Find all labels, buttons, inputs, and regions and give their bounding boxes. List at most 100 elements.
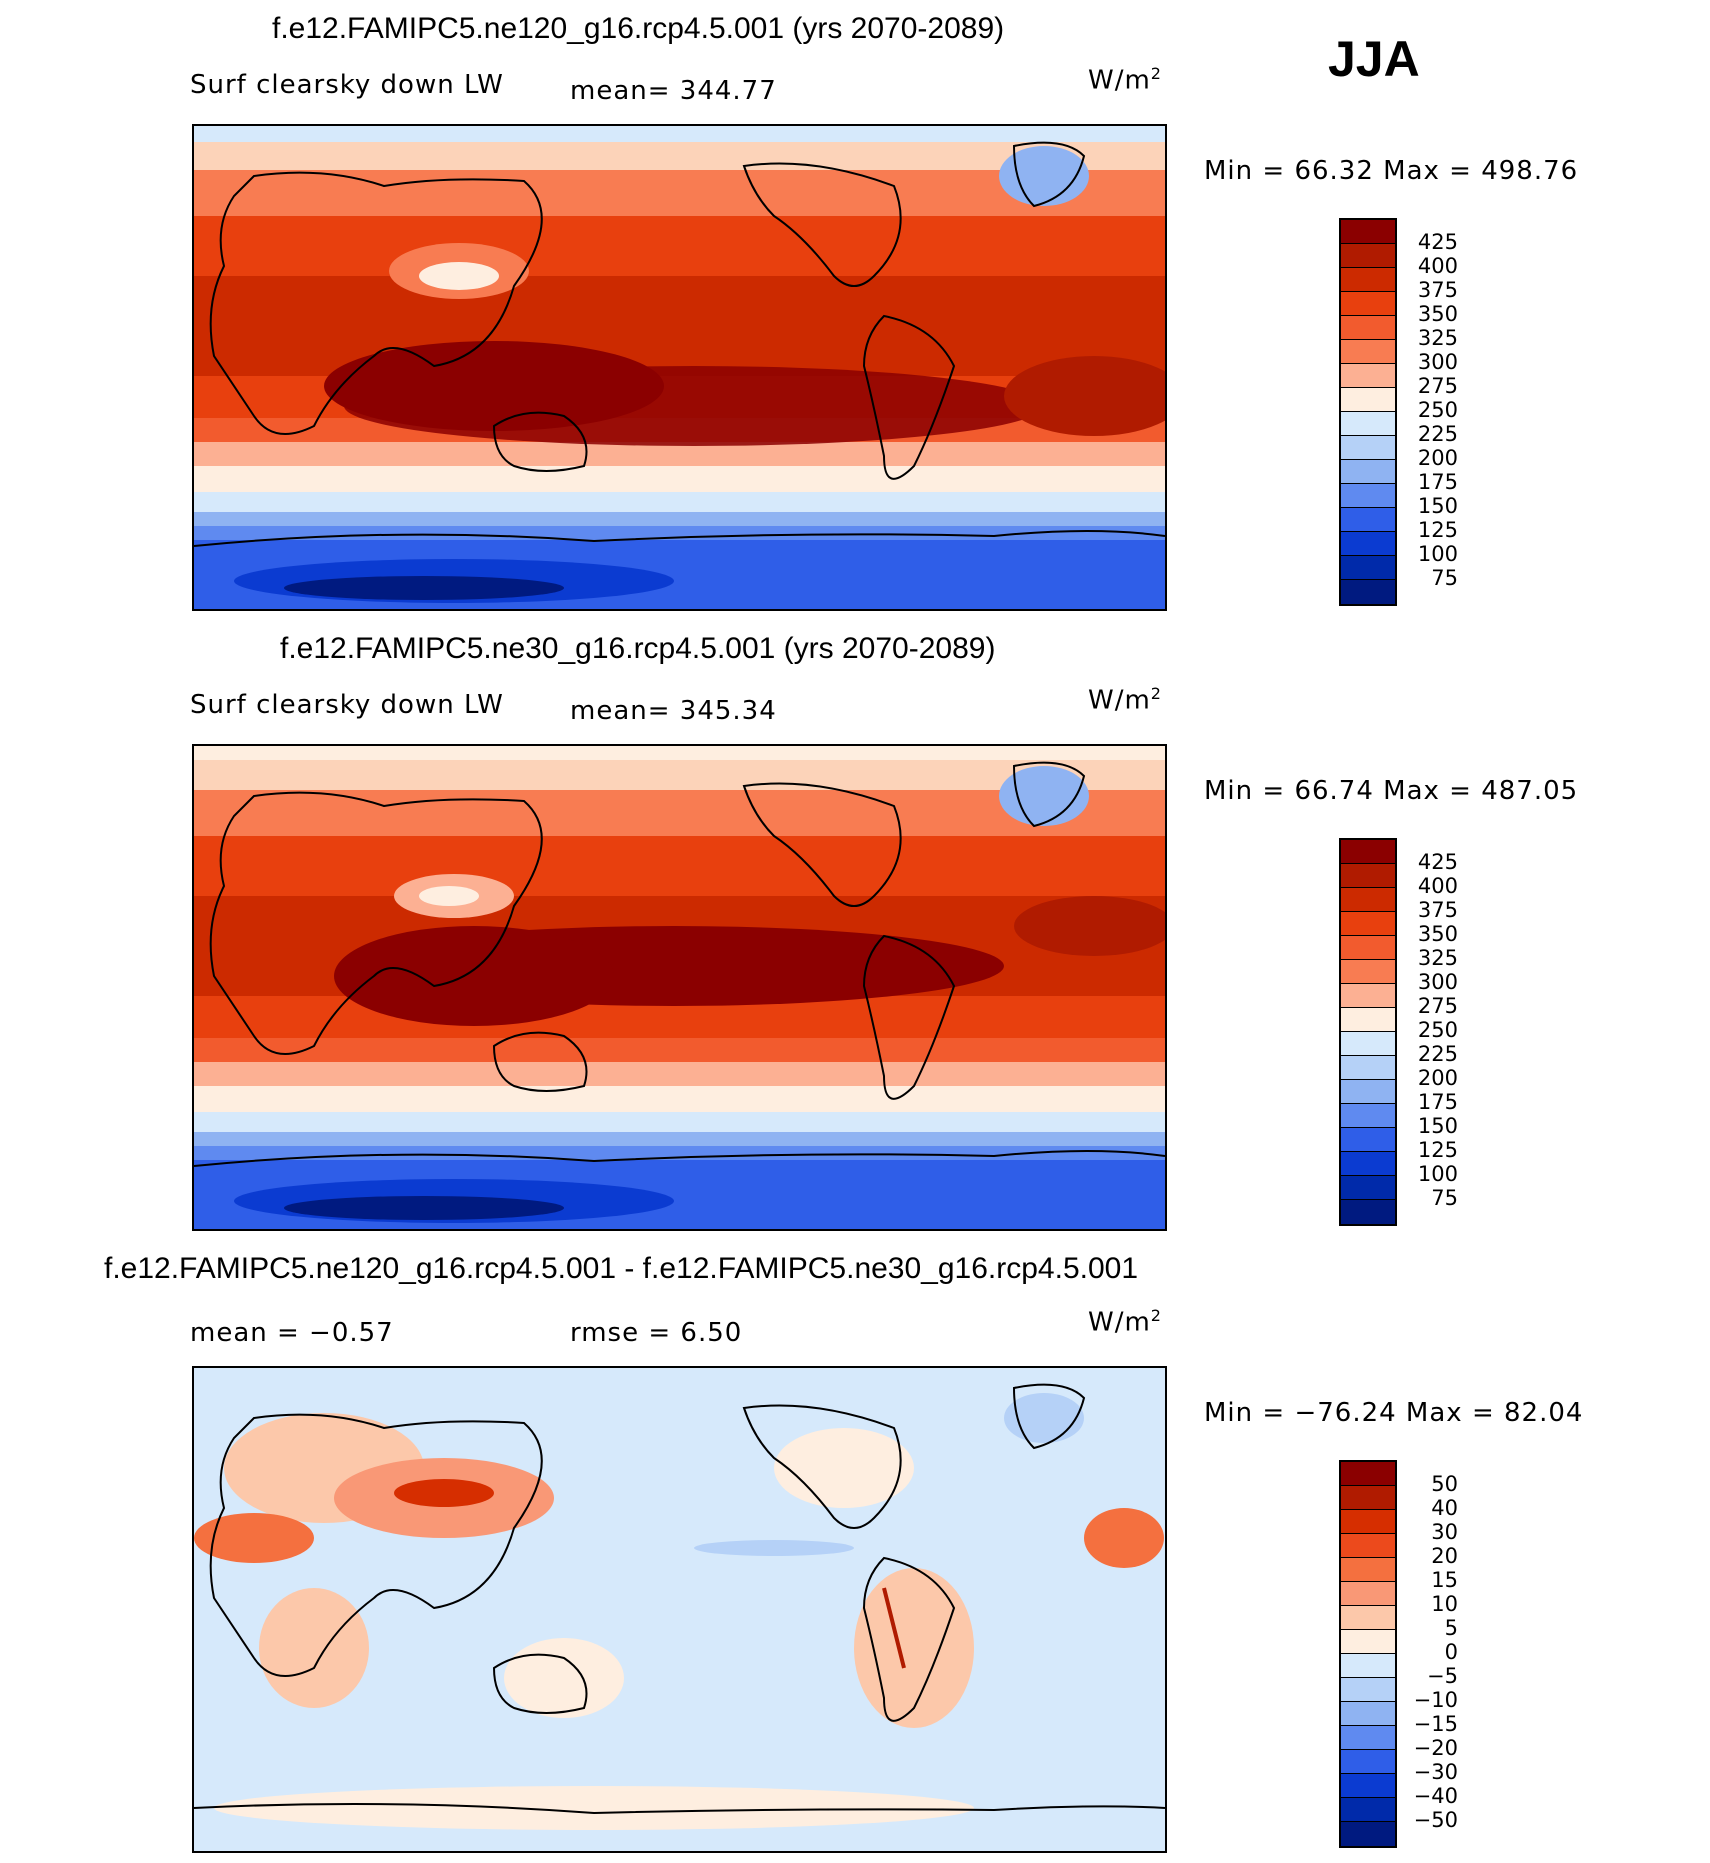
colorbar-tick-label: −30 (1413, 1760, 1458, 1784)
colorbar-swatch (1341, 412, 1395, 436)
colorbar-swatch (1341, 1510, 1395, 1534)
colorbar-swatch (1341, 508, 1395, 532)
colorbar-tick-label: 40 (1431, 1496, 1458, 1520)
colorbar-tick-label: 20 (1431, 1544, 1458, 1568)
panel1-variable: Surf clearsky down LW (190, 70, 504, 100)
colorbar-swatch (1341, 268, 1395, 292)
colorbar-swatch (1341, 580, 1395, 604)
colorbar-tick-label: 75 (1431, 1186, 1458, 1210)
colorbar-swatch (1341, 1032, 1395, 1056)
colorbar-swatch (1341, 1702, 1395, 1726)
colorbar-swatch (1341, 364, 1395, 388)
colorbar-swatch (1341, 1486, 1395, 1510)
colorbar-swatch (1341, 1558, 1395, 1582)
colorbar-tick-label: 250 (1417, 398, 1458, 422)
colorbar-tick-label: 125 (1417, 518, 1458, 542)
panel2-variable: Surf clearsky down LW (190, 690, 504, 720)
colorbar-swatch (1341, 1798, 1395, 1822)
panel3-rmse: rmse = 6.50 (570, 1318, 743, 1348)
panel3-mean: mean = −0.57 (190, 1318, 394, 1348)
panel3-minmax: Min = −76.24 Max = 82.04 (1204, 1398, 1584, 1428)
colorbar-tick-label: 175 (1417, 1090, 1458, 1114)
colorbar-tick-label: 75 (1431, 566, 1458, 590)
colorbar-tick-label: 0 (1444, 1640, 1458, 1664)
colorbar-tick-label: 15 (1431, 1568, 1458, 1592)
colorbar-swatch (1341, 484, 1395, 508)
colorbar-tick-label: 425 (1417, 850, 1458, 874)
colorbar-swatch (1341, 936, 1395, 960)
colorbar-swatch (1341, 840, 1395, 864)
colorbar-swatch (1341, 292, 1395, 316)
colorbar-swatch (1341, 220, 1395, 244)
colorbar-swatch (1341, 532, 1395, 556)
colorbar-tick-label: 200 (1417, 1066, 1458, 1090)
colorbar-swatch (1341, 1152, 1395, 1176)
colorbar-swatch (1341, 556, 1395, 580)
panel3-colorbar-labels: 50 40 30 20 15 10 5 0 −5 −10 −15 −20 −30 −40 −50 (1412, 1472, 1458, 1832)
colorbar-tick-label: 175 (1417, 470, 1458, 494)
colorbar-swatch (1341, 1774, 1395, 1798)
panel2-title: f.e12.FAMIPC5.ne30_g16.rcp4.5.001 (yrs 2… (280, 632, 996, 665)
colorbar-swatch (1341, 888, 1395, 912)
colorbar-swatch (1341, 1462, 1395, 1486)
colorbar-swatch (1341, 1200, 1395, 1224)
colorbar-tick-label: 150 (1417, 1114, 1458, 1138)
panel2-map (192, 744, 1167, 1231)
colorbar-tick-label: 100 (1417, 1162, 1458, 1186)
colorbar-tick-label: 50 (1431, 1472, 1458, 1496)
colorbar-tick-label: 425 (1417, 230, 1458, 254)
colorbar-swatch (1341, 1606, 1395, 1630)
colorbar-tick-label: −10 (1413, 1688, 1458, 1712)
panel3-map (192, 1366, 1167, 1853)
colorbar-tick-label: 325 (1417, 946, 1458, 970)
colorbar-tick-label: 200 (1417, 446, 1458, 470)
colorbar-tick-label: 300 (1417, 350, 1458, 374)
colorbar-swatch (1341, 1104, 1395, 1128)
colorbar-swatch (1341, 340, 1395, 364)
colorbar-swatch (1341, 1056, 1395, 1080)
colorbar-swatch (1341, 960, 1395, 984)
panel2-colorbar-labels: 425 400 375 350 325 300 275 250 225 200 175 150 125 1… (1412, 850, 1458, 1210)
colorbar-swatch (1341, 1128, 1395, 1152)
colorbar-tick-label: −40 (1413, 1784, 1458, 1808)
colorbar-tick-label: 375 (1417, 278, 1458, 302)
colorbar-tick-label: 100 (1417, 542, 1458, 566)
colorbar-tick-label: −20 (1413, 1736, 1458, 1760)
colorbar-swatch (1341, 1750, 1395, 1774)
colorbar-tick-label: 5 (1444, 1616, 1458, 1640)
colorbar-tick-label: 350 (1417, 302, 1458, 326)
colorbar-tick-label: 10 (1431, 1592, 1458, 1616)
colorbar-tick-label: 275 (1417, 374, 1458, 398)
colorbar-tick-label: 30 (1431, 1520, 1458, 1544)
colorbar-swatch (1341, 1630, 1395, 1654)
colorbar-swatch (1341, 460, 1395, 484)
colorbar-swatch (1341, 1726, 1395, 1750)
panel1-minmax: Min = 66.32 Max = 498.76 (1204, 156, 1579, 186)
panel1-colorbar (1339, 218, 1397, 606)
colorbar-tick-label: −50 (1413, 1808, 1458, 1832)
colorbar-tick-label: 400 (1417, 254, 1458, 278)
colorbar-swatch (1341, 864, 1395, 888)
colorbar-tick-label: 300 (1417, 970, 1458, 994)
colorbar-tick-label: 225 (1417, 422, 1458, 446)
colorbar-swatch (1341, 984, 1395, 1008)
colorbar-tick-label: 400 (1417, 874, 1458, 898)
colorbar-tick-label: 375 (1417, 898, 1458, 922)
colorbar-tick-label: 125 (1417, 1138, 1458, 1162)
panel2-colorbar (1339, 838, 1397, 1226)
panel2-minmax: Min = 66.74 Max = 487.05 (1204, 776, 1579, 806)
panel1-title: f.e12.FAMIPC5.ne120_g16.rcp4.5.001 (yrs … (272, 12, 1005, 45)
colorbar-swatch (1341, 1582, 1395, 1606)
colorbar-tick-label: 350 (1417, 922, 1458, 946)
colorbar-swatch (1341, 1534, 1395, 1558)
colorbar-swatch (1341, 244, 1395, 268)
panel2-mean: mean= 345.34 (570, 696, 777, 726)
colorbar-tick-label: 325 (1417, 326, 1458, 350)
panel3-title: f.e12.FAMIPC5.ne120_g16.rcp4.5.001 - f.e… (104, 1252, 1139, 1285)
colorbar-tick-label: 225 (1417, 1042, 1458, 1066)
colorbar-swatch (1341, 912, 1395, 936)
colorbar-swatch (1341, 316, 1395, 340)
colorbar-swatch (1341, 1080, 1395, 1104)
panel1-mean: mean= 344.77 (570, 76, 777, 106)
colorbar-swatch (1341, 436, 1395, 460)
